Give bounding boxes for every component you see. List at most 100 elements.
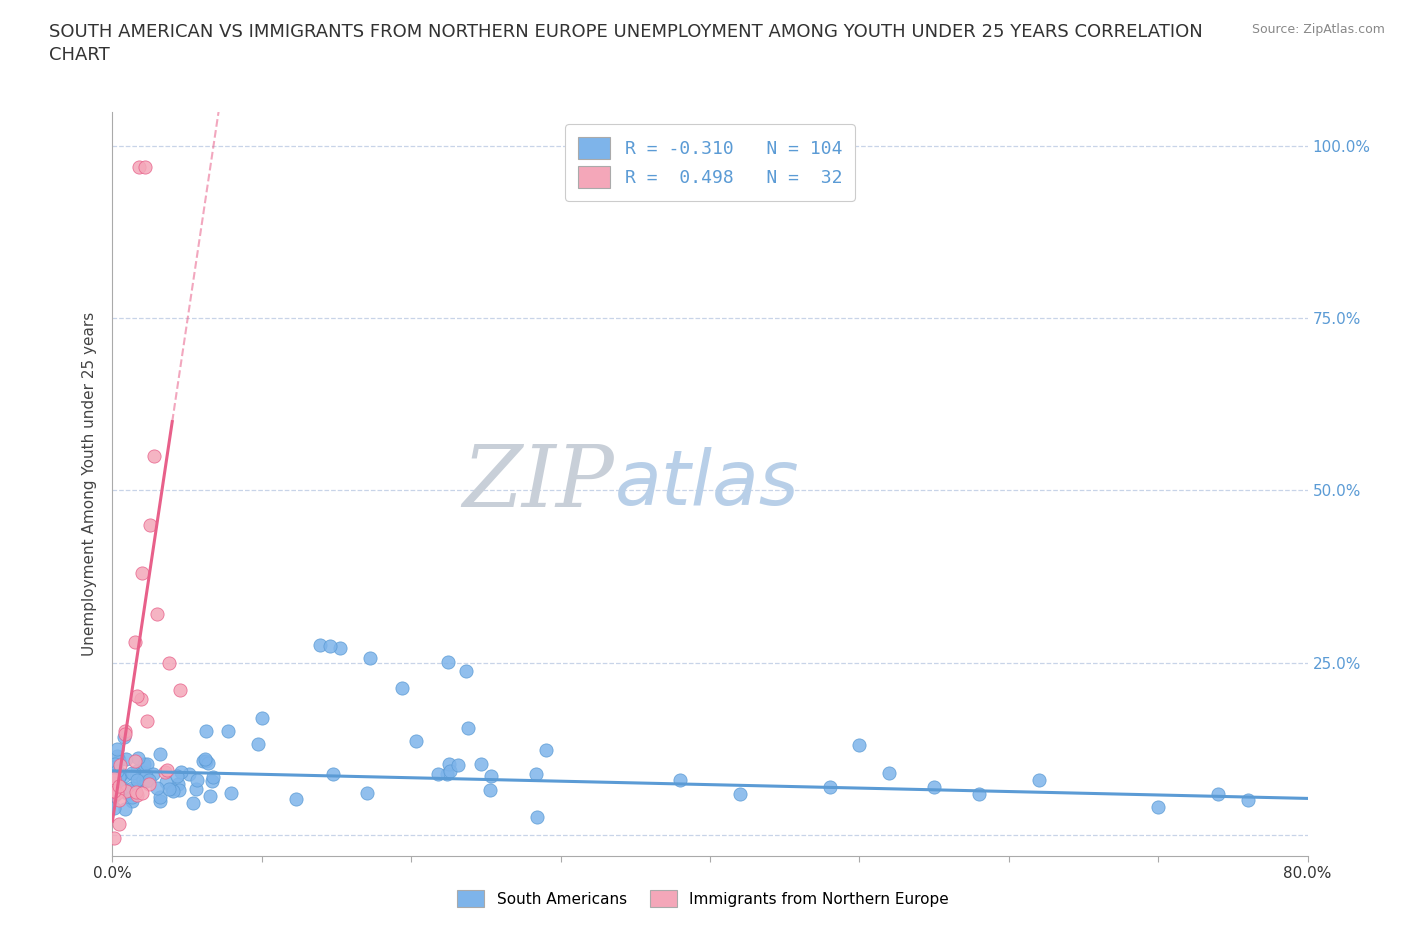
- Point: [524, 766, 547, 781]
- Point: [121, 794, 143, 809]
- Point: [479, 768, 502, 783]
- Point: [157, 782, 180, 797]
- Point: [131, 785, 153, 800]
- Point: [134, 159, 156, 174]
- Text: Source: ZipAtlas.com: Source: ZipAtlas.com: [1251, 23, 1385, 36]
- Point: [149, 790, 172, 804]
- Point: [221, 785, 243, 800]
- Point: [120, 784, 142, 799]
- Point: [111, 781, 134, 796]
- Point: [142, 766, 165, 781]
- Point: [536, 743, 558, 758]
- Point: [103, 787, 125, 802]
- Point: [526, 809, 548, 824]
- Point: [103, 772, 125, 787]
- Point: [356, 786, 378, 801]
- Point: [131, 764, 153, 779]
- Point: [115, 784, 138, 799]
- Point: [157, 656, 180, 671]
- Point: [129, 691, 152, 706]
- Point: [1206, 786, 1229, 801]
- Point: [439, 757, 461, 772]
- Point: [201, 774, 224, 789]
- Legend: South Americans, Immigrants from Northern Europe: South Americans, Immigrants from Norther…: [450, 882, 956, 915]
- Point: [153, 764, 176, 779]
- Point: [922, 779, 945, 794]
- Point: [967, 786, 990, 801]
- Point: [138, 777, 160, 791]
- Point: [186, 773, 208, 788]
- Point: [186, 781, 208, 796]
- Point: [103, 800, 125, 815]
- Point: [103, 780, 125, 795]
- Point: [103, 759, 125, 774]
- Point: [135, 768, 157, 783]
- Point: [127, 688, 149, 703]
- Point: [470, 756, 492, 771]
- Y-axis label: Unemployment Among Youth under 25 years: Unemployment Among Youth under 25 years: [82, 312, 97, 656]
- Point: [250, 711, 273, 725]
- Point: [128, 159, 150, 174]
- Point: [121, 766, 143, 781]
- Point: [127, 764, 149, 778]
- Point: [131, 565, 153, 580]
- Point: [121, 790, 143, 804]
- Point: [322, 767, 344, 782]
- Point: [124, 754, 146, 769]
- Point: [114, 726, 136, 741]
- Point: [167, 777, 190, 791]
- Point: [105, 786, 128, 801]
- Point: [105, 764, 128, 778]
- Point: [728, 786, 751, 801]
- Text: atlas: atlas: [614, 446, 799, 521]
- Point: [125, 788, 148, 803]
- Point: [115, 786, 138, 801]
- Point: [308, 638, 330, 653]
- Point: [439, 764, 461, 778]
- Point: [193, 751, 215, 766]
- Point: [108, 752, 131, 767]
- Point: [103, 763, 125, 777]
- Point: [193, 753, 215, 768]
- Point: [103, 784, 125, 799]
- Point: [170, 764, 193, 779]
- Point: [359, 650, 381, 665]
- Point: [110, 766, 132, 781]
- Point: [457, 721, 479, 736]
- Point: [131, 772, 153, 787]
- Point: [669, 773, 692, 788]
- Point: [103, 830, 125, 845]
- Point: [103, 770, 125, 785]
- Point: [391, 681, 413, 696]
- Point: [107, 778, 129, 793]
- Point: [200, 789, 222, 804]
- Point: [135, 773, 157, 788]
- Text: SOUTH AMERICAN VS IMMIGRANTS FROM NORTHERN EUROPE UNEMPLOYMENT AMONG YOUTH UNDER: SOUTH AMERICAN VS IMMIGRANTS FROM NORTHE…: [49, 23, 1204, 41]
- Point: [454, 664, 477, 679]
- Point: [146, 781, 169, 796]
- Point: [1028, 773, 1050, 788]
- Point: [1237, 793, 1260, 808]
- Point: [104, 757, 127, 772]
- Point: [149, 747, 172, 762]
- Point: [103, 789, 125, 804]
- Point: [127, 751, 149, 765]
- Point: [132, 756, 155, 771]
- Point: [105, 776, 128, 790]
- Point: [136, 713, 159, 728]
- Point: [108, 792, 131, 807]
- Point: [1147, 800, 1170, 815]
- Point: [110, 781, 132, 796]
- Legend: R = -0.310   N = 104, R =  0.498   N =  32: R = -0.310 N = 104, R = 0.498 N = 32: [565, 125, 855, 201]
- Point: [879, 765, 901, 780]
- Point: [138, 773, 160, 788]
- Point: [112, 729, 135, 744]
- Point: [479, 782, 502, 797]
- Point: [114, 769, 136, 784]
- Text: ZIP: ZIP: [463, 443, 614, 525]
- Point: [446, 758, 468, 773]
- Point: [169, 683, 191, 698]
- Point: [125, 784, 148, 799]
- Point: [201, 770, 224, 785]
- Point: [108, 758, 131, 773]
